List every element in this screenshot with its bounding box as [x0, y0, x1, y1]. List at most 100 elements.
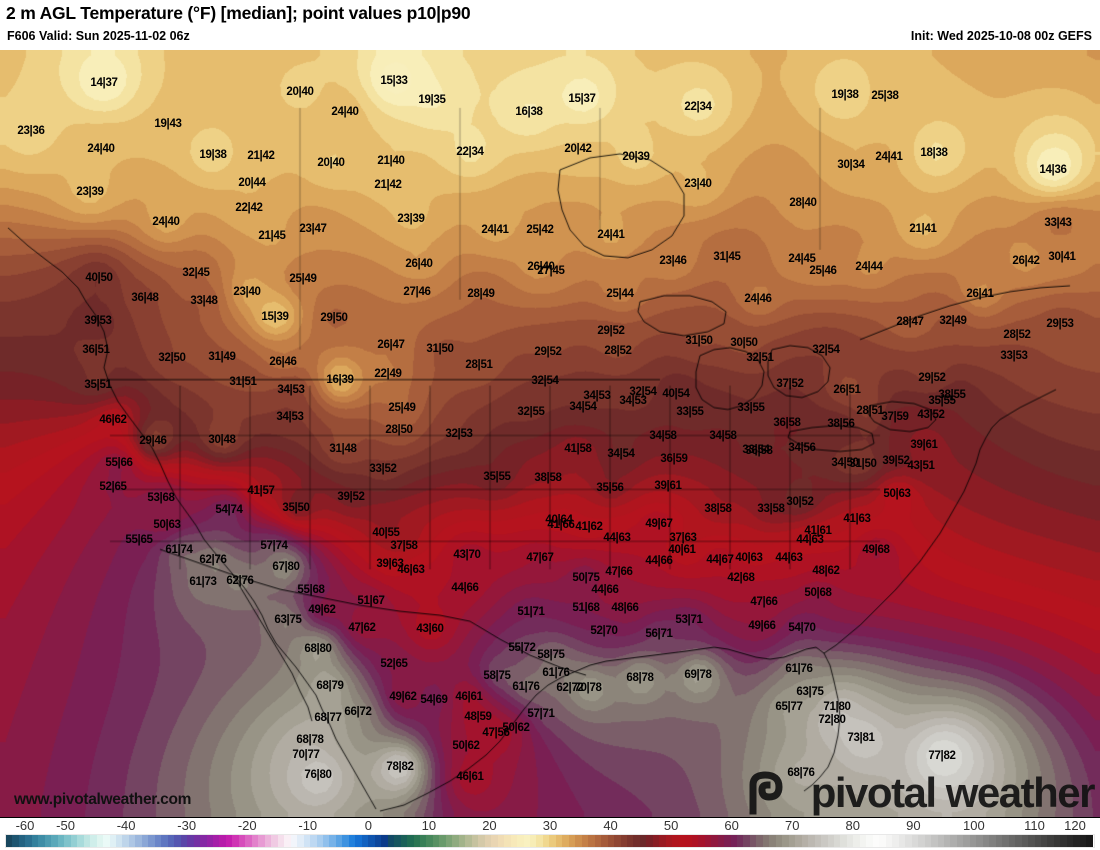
colorbar-segment	[963, 835, 970, 847]
colorbar-segment	[167, 835, 175, 847]
colorbar-segment	[400, 835, 408, 847]
colorbar-segment	[303, 835, 311, 847]
colorbar-segment	[77, 835, 84, 847]
colorbar-segment	[652, 835, 660, 847]
colorbar-tick: -20	[237, 818, 257, 833]
colorbar-segment	[335, 835, 343, 847]
colorbar-segment	[898, 835, 906, 847]
colorbar-segment	[1015, 835, 1022, 847]
colorbar-segment	[581, 835, 589, 847]
colorbar-segment	[743, 835, 750, 847]
colorbar-segment	[387, 835, 395, 847]
colorbar-segment	[458, 835, 466, 847]
colorbar-segment	[982, 835, 990, 847]
colorbar-segment	[620, 835, 627, 847]
colorbar-segment	[1066, 835, 1074, 847]
colorbar-segment	[420, 835, 427, 847]
colorbar-segment	[639, 835, 647, 847]
colorbar-segment	[892, 835, 899, 847]
colorbar-segment	[1060, 835, 1067, 847]
colorbar-segment	[808, 835, 815, 847]
site-url-watermark: www.pivotalweather.com	[14, 791, 192, 808]
colorbar-segment	[762, 835, 770, 847]
colorbar-tick: 10	[421, 818, 437, 833]
colorbar-segment	[782, 835, 789, 847]
colorbar-segment	[316, 835, 323, 847]
colorbar-segment	[329, 835, 336, 847]
colorbar-segment	[853, 835, 860, 847]
colorbar-segment	[1028, 835, 1035, 847]
colorbar-segment	[756, 835, 763, 847]
colorbar-segment	[225, 835, 233, 847]
colorbar-segment	[517, 835, 524, 847]
pivotal-swirl-icon	[749, 771, 783, 815]
colorbar-segment	[1002, 835, 1009, 847]
colorbar-tick: 50	[663, 818, 679, 833]
colorbar-segment	[439, 835, 446, 847]
colorbar-tick: 30	[542, 818, 558, 833]
colorbar-segment	[769, 835, 776, 847]
colorbar-segment	[989, 835, 996, 847]
colorbar-segment	[368, 835, 375, 847]
page-title: 2 m AGL Temperature (°F) [median]; point…	[6, 3, 471, 23]
colorbar-segment	[1079, 835, 1087, 847]
colorbar-segment	[704, 835, 712, 847]
colorbar-segment	[322, 835, 330, 847]
colorbar-segment	[827, 835, 834, 847]
colorbar-segment	[407, 835, 414, 847]
colorbar-tick: 0	[364, 818, 372, 833]
colorbar-segment	[180, 835, 188, 847]
colorbar-segment	[736, 835, 744, 847]
colorbar-segment	[238, 835, 246, 847]
colorbar-tick: 80	[845, 818, 860, 833]
colorbar-segment	[6, 835, 13, 847]
colorbar-segment	[1034, 835, 1041, 847]
colorbar-tick: 100	[963, 818, 985, 833]
colorbar-segment	[749, 835, 757, 847]
colorbar-segment	[510, 835, 518, 847]
colorbar-segment	[627, 835, 634, 847]
colorbar-segment	[1047, 835, 1054, 847]
colorbar-tick: 120	[1064, 818, 1086, 833]
temperature-map[interactable]: 14|37 23|36 24|40 19|43 19|38 21|42 20|44 22|42…	[0, 50, 1100, 818]
colorbar-segment	[18, 835, 26, 847]
colorbar-segment	[25, 835, 32, 847]
valid-time-label: F606 Valid: Sun 2025-11-02 06z	[7, 29, 190, 43]
brand-watermark: pivotal weather	[749, 771, 1096, 815]
colorbar-tick: -50	[56, 818, 75, 833]
colorbar-segment	[38, 835, 45, 847]
colorbar-segment	[724, 835, 731, 847]
colorbar-segment	[905, 835, 912, 847]
colorbar-segment	[213, 835, 220, 847]
colorbar-segment	[297, 835, 304, 847]
colorbar-segment	[491, 835, 498, 847]
colorbar-segment	[1008, 835, 1016, 847]
colorbar-segment	[614, 835, 621, 847]
colorbar-segment	[381, 835, 388, 847]
colorbar-segment	[678, 835, 686, 847]
colorbar-segment	[284, 835, 291, 847]
colorbar-segment	[148, 835, 155, 847]
colorbar-segment	[846, 835, 854, 847]
colorbar-segment	[206, 835, 213, 847]
colorbar-segment	[866, 835, 873, 847]
colorbar-segment	[711, 835, 718, 847]
colorbar-tick: -30	[177, 818, 197, 833]
colorbar-segment	[969, 835, 977, 847]
colorbar-segment	[245, 835, 252, 847]
colorbar-segment	[193, 835, 201, 847]
colorbar-segment	[588, 835, 595, 847]
colorbar-segment	[568, 835, 576, 847]
colorbar-segment	[1021, 835, 1029, 847]
colorbar-segment	[232, 835, 239, 847]
colorbar-segment	[465, 835, 472, 847]
colorbar-segment	[879, 835, 886, 847]
colorbar-segment	[64, 835, 71, 847]
colorbar-segment	[665, 835, 673, 847]
colorbar-segment	[918, 835, 925, 847]
colorbar-segment	[445, 835, 453, 847]
colorbar-segment	[174, 835, 181, 847]
colorbar-tick: -40	[116, 818, 136, 833]
colorbar-segment	[542, 835, 550, 847]
colorbar-segment	[90, 835, 97, 847]
